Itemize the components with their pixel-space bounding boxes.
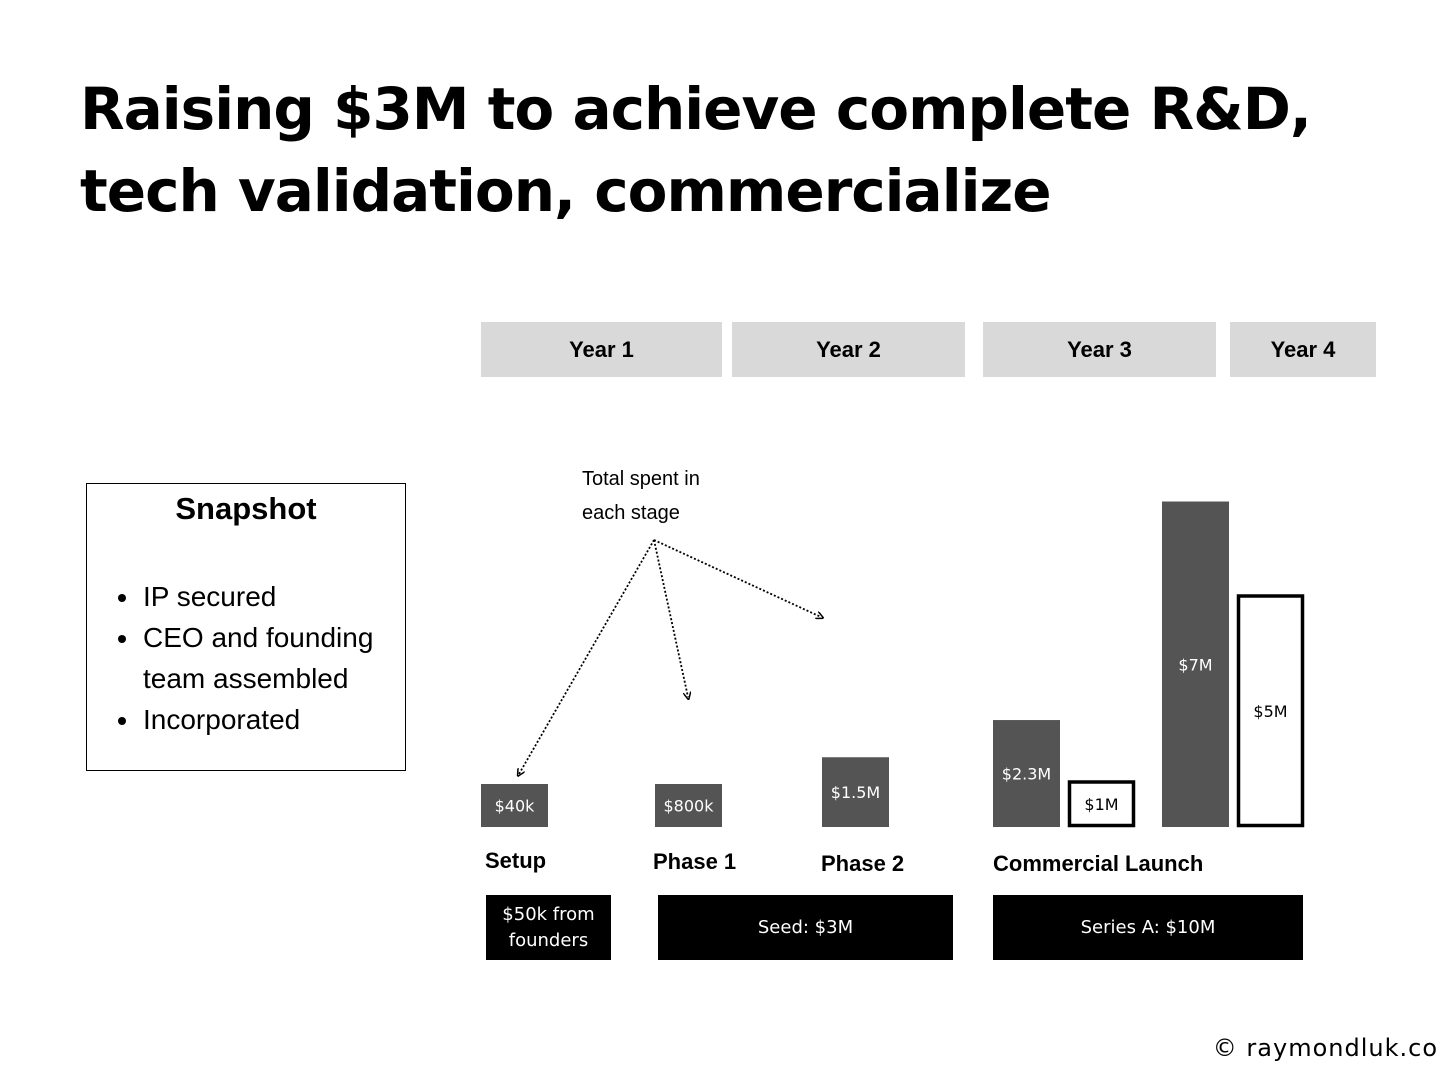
bar-value-label-launch-raised-y4: $5M — [1253, 702, 1287, 721]
year-4-header: Year 4 — [1230, 322, 1376, 377]
seed-funding-box: Seed: $3M — [658, 895, 953, 960]
snapshot-item: IP secured — [141, 576, 405, 617]
bar-launch-spent-y3 — [993, 720, 1060, 827]
bar-setup — [481, 784, 548, 827]
arrow-to-phase-1 — [653, 539, 688, 697]
founders-funding-box: $50k from founders — [486, 895, 611, 960]
annotation-arrows — [519, 539, 821, 774]
snapshot-list: IP secured CEO and founding team assembl… — [87, 576, 405, 740]
annotation-line-1: Total spent in — [582, 468, 700, 490]
title-line-2: tech validation, commercialize — [80, 157, 1052, 225]
snapshot-item: CEO and founding team assembled — [141, 617, 405, 699]
snapshot-item: Incorporated — [141, 699, 405, 740]
arrow-to-setup — [519, 539, 655, 774]
year-2-header: Year 2 — [732, 322, 965, 377]
arrow-to-phase-2 — [653, 539, 821, 617]
year-3-header: Year 3 — [983, 322, 1216, 377]
stage-label-phase-2: Phase 2 — [821, 851, 905, 876]
stage-label-commercial-launch: Commercial Launch — [993, 851, 1204, 876]
annotation-line-2: each stage — [582, 502, 680, 524]
bar-phase-1 — [655, 784, 722, 827]
series-a-funding-box: Series A: $10M — [993, 895, 1303, 960]
founders-funding-line-2: founders — [508, 929, 589, 951]
title-line-1: Raising $3M to achieve complete R&D, — [80, 75, 1312, 143]
bar-launch-raised-y4 — [1236, 594, 1305, 828]
copyright-text: © raymondluk.co — [1212, 1034, 1438, 1062]
bar-launch-raised-y3 — [1067, 780, 1136, 828]
bar-value-label-launch-raised-y3: $1M — [1084, 795, 1118, 814]
stage-label-setup: Setup — [485, 848, 547, 873]
stage-label-phase-1: Phase 1 — [653, 849, 737, 874]
founders-funding-line-1: $50k from — [502, 903, 595, 925]
bar-phase-2 — [822, 757, 889, 827]
bar-value-label-launch-spent-y4: $7M — [1178, 655, 1212, 674]
bar-value-label-phase-1: $800k — [664, 797, 715, 816]
bar-launch-spent-y4 — [1162, 501, 1229, 827]
annotation-text: Total spent in each stage — [582, 462, 742, 530]
page-title: Raising $3M to achieve complete R&D, tec… — [80, 68, 1380, 232]
year-1-header: Year 1 — [481, 322, 722, 377]
snapshot-heading: Snapshot — [175, 491, 317, 526]
snapshot-box: Snapshot IP secured CEO and founding tea… — [86, 483, 406, 771]
bar-value-label-setup: $40k — [495, 797, 536, 816]
bar-value-label-launch-spent-y3: $2.3M — [1002, 765, 1051, 784]
bar-value-label-phase-2: $1.5M — [831, 783, 880, 802]
